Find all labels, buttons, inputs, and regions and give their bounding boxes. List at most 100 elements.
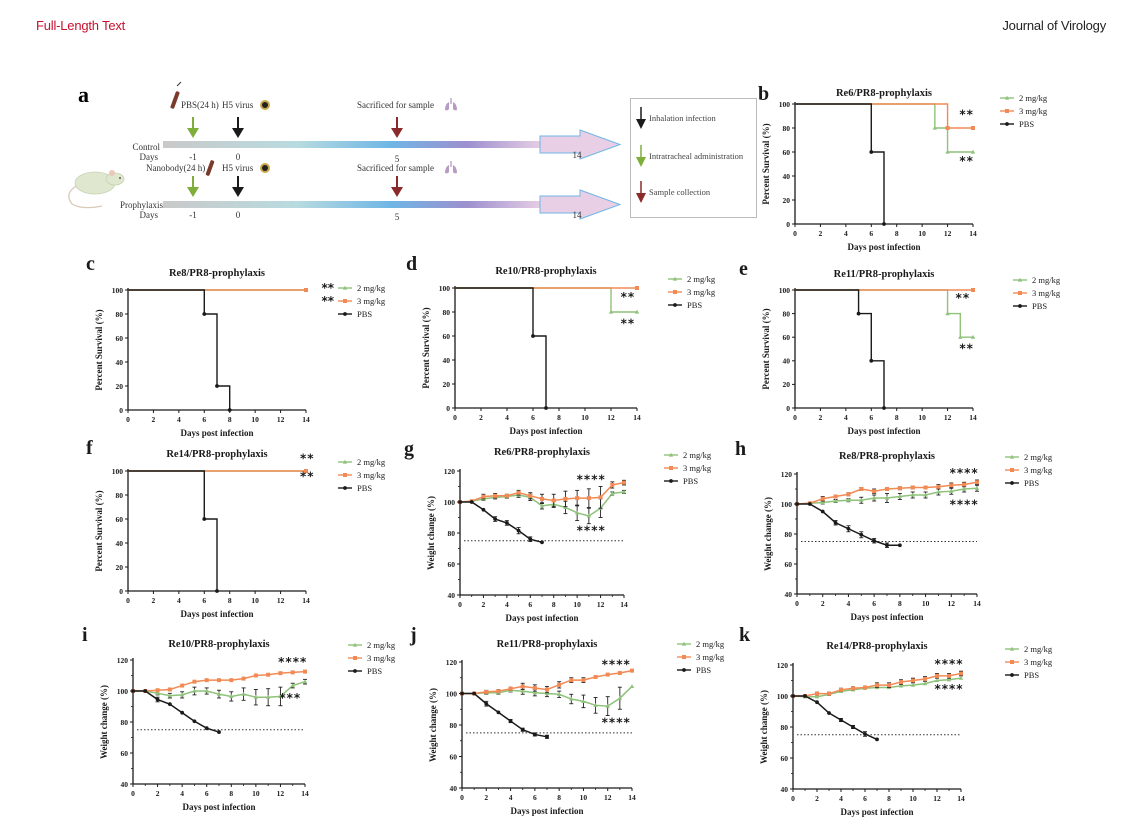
legend-label: 2 mg/kg [1024, 644, 1053, 654]
y-tick-label: 40 [448, 591, 456, 600]
legend-marker [1010, 481, 1014, 485]
data-point [605, 672, 610, 677]
x-tick-label: 8 [557, 793, 561, 802]
legend-inhalation-infection: Inhalation infection [649, 113, 717, 123]
data-point [545, 734, 549, 739]
data-point [975, 480, 979, 485]
x-tick-label: 6 [202, 415, 206, 424]
data-point [815, 700, 819, 705]
y-tick-label: 20 [783, 196, 791, 205]
legend-item: 3 mg/kg [664, 463, 712, 473]
data-point [610, 491, 615, 496]
legend-label: 2 mg/kg [1019, 93, 1048, 103]
intratracheal-arrow [187, 176, 199, 197]
chart-title: Re14/PR8-prophylaxis [166, 449, 267, 460]
x-tick-label: 2 [152, 415, 156, 424]
data-point [167, 693, 173, 698]
x-tick-label: 14 [957, 794, 965, 803]
survival-step-line [455, 287, 547, 408]
virus-icon [260, 100, 270, 110]
x-axis-label: Days post infection [182, 802, 255, 812]
chart-d-re10-survival: d Re10/PR8-prophylaxis 0 2 4 6 8 10 12 14 0 20 40 60 8… [400, 252, 740, 457]
y-tick-label: 80 [783, 309, 791, 318]
y-tick-label: 100 [439, 284, 451, 293]
data-point [949, 488, 954, 493]
x-tick-label: 14 [302, 596, 310, 605]
significance-stars: ** [959, 342, 974, 356]
data-point [204, 688, 209, 693]
x-tick-label: 14 [620, 600, 628, 609]
x-tick-label: 12 [277, 415, 285, 424]
y-tick-label: 120 [777, 661, 789, 670]
chart-svg-c: c Re8/PR8-prophylaxis 0 2 4 6 8 10 12 14 0 20 40 60 80… [86, 253, 386, 438]
data-point [458, 500, 462, 504]
legend-label: 3 mg/kg [1024, 657, 1053, 667]
series-3-mg-kg [795, 103, 975, 130]
x-tick-label: 0 [791, 794, 795, 803]
data-point [911, 678, 915, 683]
legend-label: PBS [683, 476, 698, 486]
significance-stars: **** [577, 524, 606, 538]
y-tick-label: 120 [117, 656, 129, 665]
data-point [803, 694, 807, 698]
data-point [481, 494, 486, 499]
data-point [593, 703, 598, 707]
control-timeline-arrowhead [539, 129, 622, 160]
x-tick-label: 8 [557, 413, 561, 422]
survival-step-line [795, 289, 885, 408]
data-point [610, 482, 615, 487]
data-point [217, 730, 221, 734]
y-tick-label: 100 [112, 286, 124, 295]
data-point [180, 710, 185, 715]
series-pbs [128, 470, 219, 593]
x-tick-label: 6 [863, 794, 867, 803]
data-point [947, 673, 951, 678]
y-tick-label: 40 [785, 590, 793, 599]
y-tick-label: 0 [786, 220, 790, 229]
series-pbs [455, 287, 548, 410]
legend-marker [342, 459, 348, 464]
series-3-mg-kg [460, 668, 634, 696]
x-tick-label: 6 [528, 600, 532, 609]
y-tick-label: 100 [446, 689, 458, 698]
legend-label: 3 mg/kg [687, 287, 716, 297]
y-tick-label: 80 [116, 310, 124, 319]
data-point [875, 737, 879, 742]
y-tick-label: 20 [116, 563, 124, 572]
chart-svg-g: g Re6/PR8-prophylaxis 0 2 4 6 8 10 12 14 40 60 80 100… [404, 438, 712, 623]
x-tick-label: 2 [819, 229, 823, 238]
data-point [241, 691, 246, 696]
y-tick-label: 60 [116, 334, 124, 343]
legend-label: 3 mg/kg [367, 653, 396, 663]
x-tick-label: 12 [944, 413, 952, 422]
legend-label: 2 mg/kg [1032, 275, 1061, 285]
data-point [253, 673, 258, 678]
legend-label: 2 mg/kg [687, 274, 716, 284]
x-tick-label: 10 [573, 600, 581, 609]
data-point [167, 687, 172, 692]
data-point [545, 687, 549, 692]
legend-item: PBS [1013, 301, 1047, 311]
data-point [581, 678, 586, 683]
data-point [484, 689, 489, 694]
prophylaxis-timeline-arrowhead [539, 189, 622, 220]
legend-marker [682, 668, 686, 672]
data-point [833, 520, 838, 525]
panel-letter-c: c [86, 253, 95, 275]
data-point [608, 309, 614, 314]
schematic-legend: Inhalation infection Intratracheal admin… [630, 98, 757, 218]
data-point [605, 703, 610, 708]
data-point [167, 702, 172, 707]
legend-label: PBS [1024, 670, 1039, 680]
section-label: Full-Length Text [36, 18, 126, 33]
chart-b-re6-survival: b Re6/PR8-prophylaxis 0 2 4 6 8 10 12 14 0 20 40 60 80… [750, 83, 1090, 289]
data-point [863, 732, 867, 736]
data-point [469, 500, 474, 504]
data-point [215, 589, 219, 593]
data-point [820, 500, 825, 505]
chart-svg-f: f Re14/PR8-prophylaxis 0 2 4 6 8 10 12 14 0 20 40 60 8… [86, 437, 386, 619]
control-sample-label: Sacrificed for sample [357, 100, 434, 110]
y-tick-label: 80 [783, 124, 791, 133]
legend-label: PBS [696, 665, 711, 675]
x-axis-label: Days post infection [180, 609, 253, 619]
